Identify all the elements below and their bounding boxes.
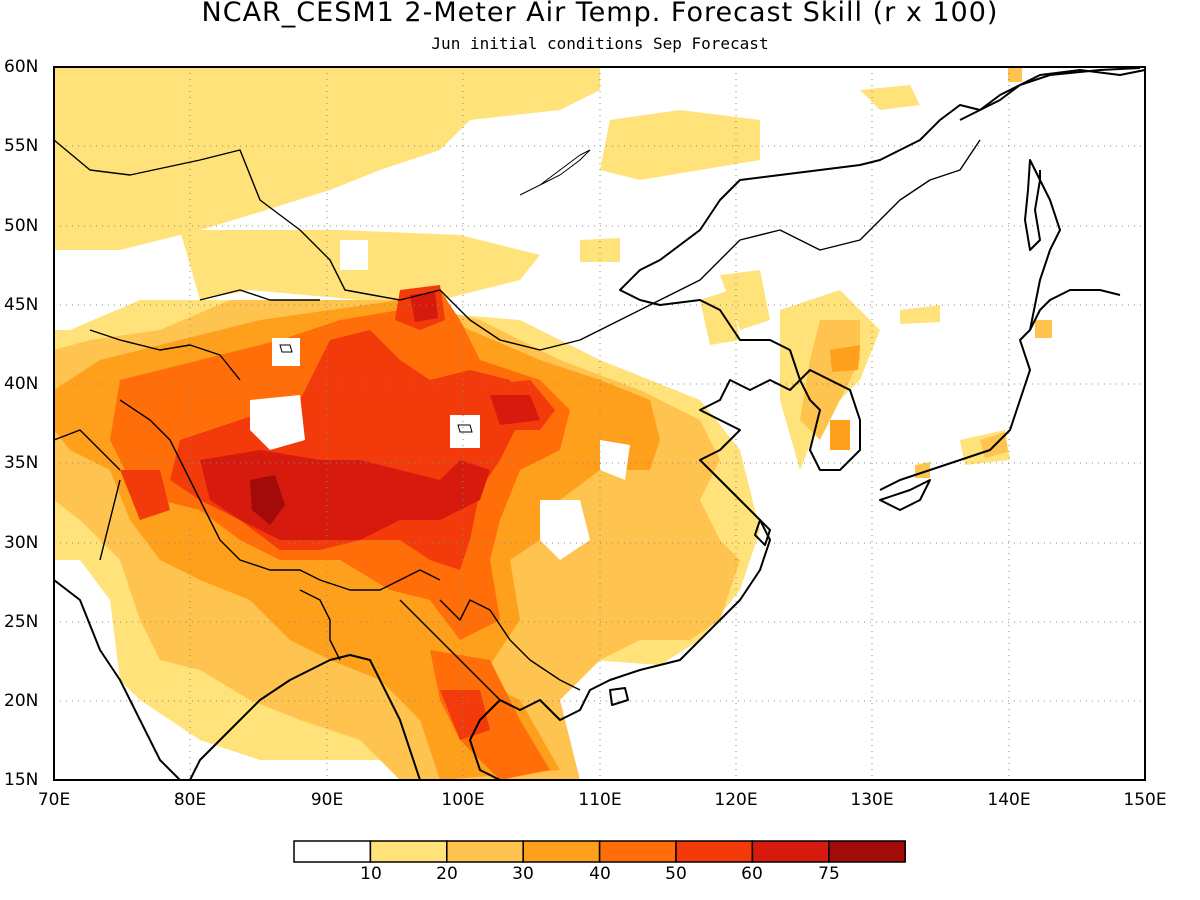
colorbar-label-40: 40 xyxy=(589,864,611,884)
lon-label-70e: 70E xyxy=(37,790,71,810)
lat-label-45n: 45N xyxy=(4,295,39,315)
lon-label-110e: 110E xyxy=(578,790,622,810)
colorbar-swatch xyxy=(522,840,601,863)
plot-frame xyxy=(53,66,1146,781)
lon-label-90e: 90E xyxy=(310,790,344,810)
colorbar-label-75: 75 xyxy=(818,864,840,884)
colorbar-swatch xyxy=(446,840,524,863)
colorbar-swatch xyxy=(369,840,448,863)
country-borders xyxy=(54,139,981,701)
lat-label-40n: 40N xyxy=(4,374,39,394)
colorbar-label-20: 20 xyxy=(436,864,458,884)
lat-label-60n: 60N xyxy=(4,57,39,77)
colorbar-label-50: 50 xyxy=(665,864,687,884)
colorbar-swatch xyxy=(828,840,906,863)
lon-label-80e: 80E xyxy=(173,790,207,810)
colorbar-swatch xyxy=(293,840,372,863)
skill-level-7 xyxy=(250,475,285,525)
lat-label-20n: 20N xyxy=(4,691,39,711)
lat-label-35n: 35N xyxy=(4,453,39,473)
lat-label-25n: 25N xyxy=(4,612,39,632)
lon-label-130e: 130E xyxy=(850,790,894,810)
colorbar-label-60: 60 xyxy=(741,864,763,884)
colorbar xyxy=(293,840,906,863)
colorbar-label-10: 10 xyxy=(360,864,382,884)
lon-label-150e: 150E xyxy=(1123,790,1167,810)
skill-shading xyxy=(54,67,1052,780)
colorbar-swatch xyxy=(598,840,677,863)
map-title: NCAR_CESM1 2-Meter Air Temp. Forecast Sk… xyxy=(201,0,999,28)
colorbar-label-30: 30 xyxy=(512,864,534,884)
low-skill-holes xyxy=(250,240,630,560)
coastlines xyxy=(54,67,1145,780)
colorbar-swatch xyxy=(751,840,830,863)
lat-label-30n: 30N xyxy=(4,533,39,553)
lat-label-15n: 15N xyxy=(4,770,39,790)
lon-label-120e: 120E xyxy=(714,790,758,810)
map-subtitle: Jun initial conditions Sep Forecast xyxy=(431,34,769,53)
lon-label-140e: 140E xyxy=(987,790,1031,810)
lon-label-100e: 100E xyxy=(441,790,485,810)
lat-label-55n: 55N xyxy=(4,136,39,156)
colorbar-swatch xyxy=(675,840,754,863)
lat-label-50n: 50N xyxy=(4,216,39,236)
lakes xyxy=(279,149,591,433)
